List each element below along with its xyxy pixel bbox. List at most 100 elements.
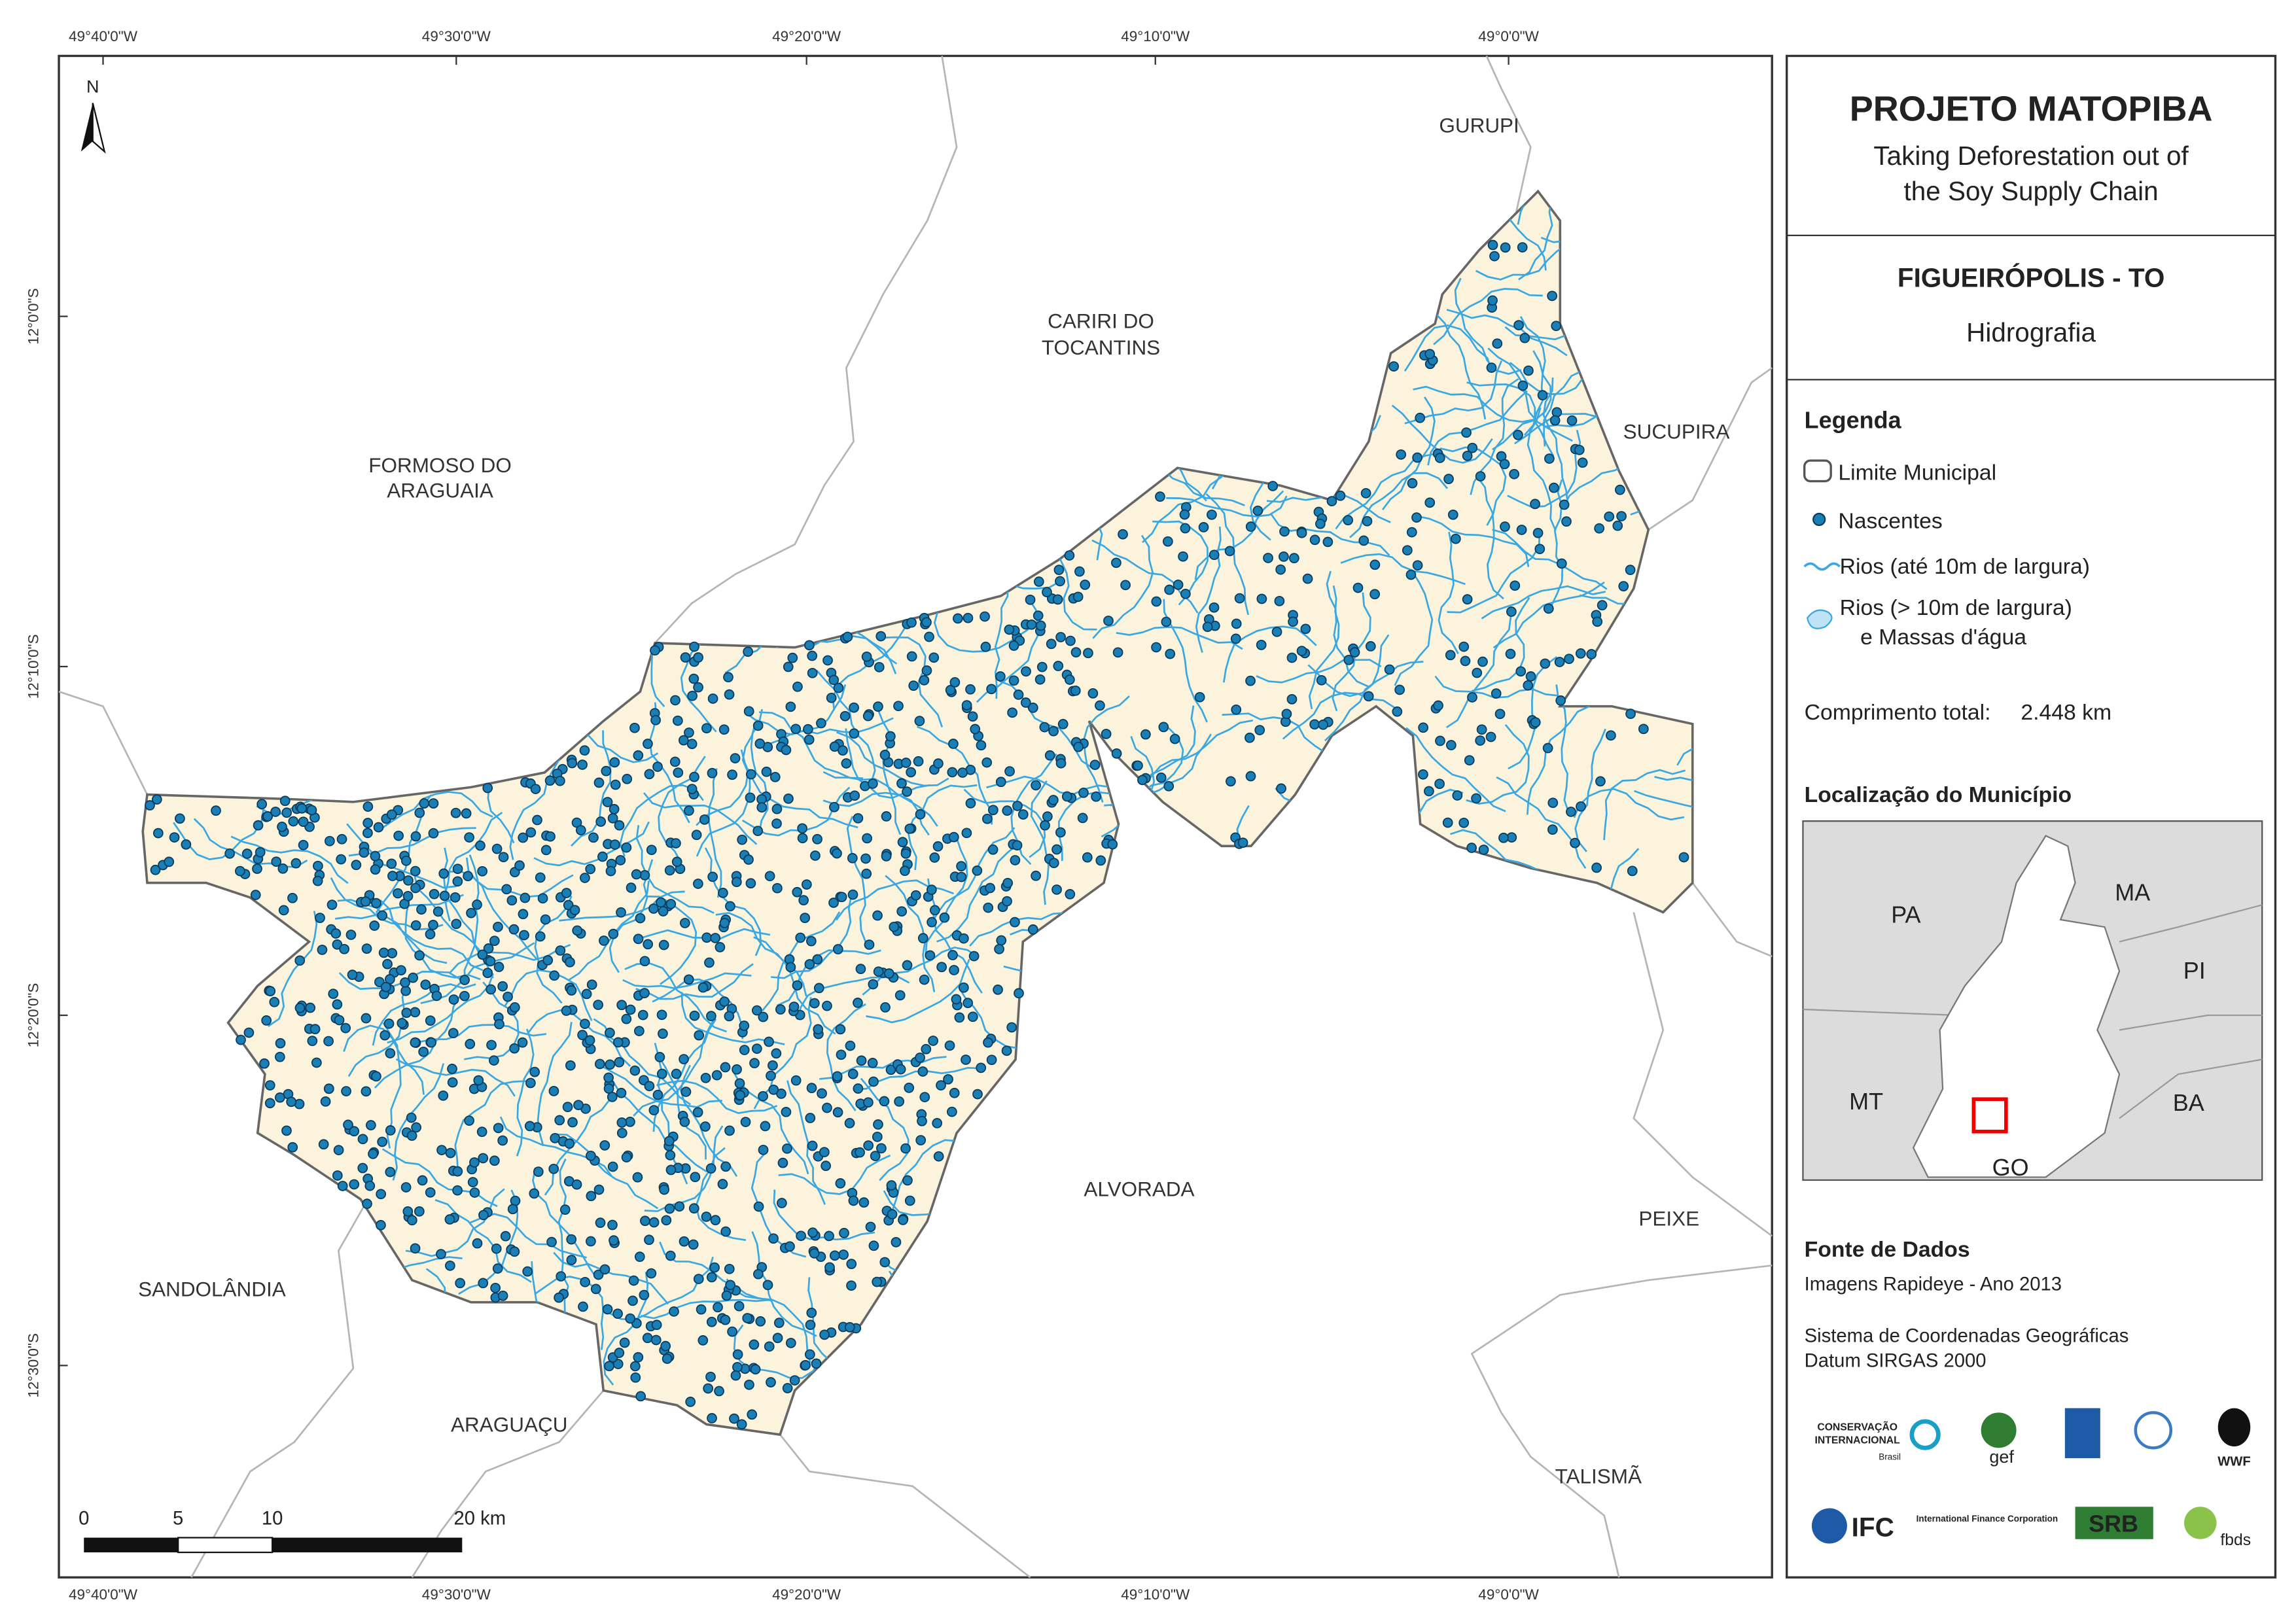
spring	[607, 1091, 618, 1102]
spring	[1576, 801, 1586, 812]
spring	[724, 1011, 735, 1022]
theme: Hidrografia	[1966, 317, 2096, 347]
spring	[844, 1118, 855, 1128]
spring	[472, 1238, 483, 1249]
spring	[599, 935, 609, 946]
spring	[659, 1184, 670, 1195]
spring	[444, 1214, 455, 1225]
spring	[902, 1175, 913, 1186]
spring	[1407, 478, 1418, 489]
river	[1413, 385, 1536, 423]
spring	[648, 1105, 660, 1115]
spring	[330, 928, 342, 939]
spring	[1309, 719, 1320, 730]
lon-label: 49°30'0"W	[422, 28, 491, 44]
spring	[1055, 758, 1067, 769]
river	[1573, 788, 1685, 821]
spring	[644, 1234, 654, 1246]
spring	[1263, 553, 1273, 563]
spring	[298, 816, 309, 828]
river	[860, 1077, 910, 1181]
river	[963, 788, 1046, 858]
river	[1141, 719, 1254, 787]
spring	[849, 702, 859, 713]
spring	[775, 1004, 786, 1015]
spring	[410, 1007, 421, 1018]
spring	[632, 1172, 643, 1183]
river	[1092, 534, 1154, 639]
spring	[849, 790, 860, 801]
river	[1152, 520, 1209, 606]
spring	[1491, 688, 1502, 699]
spring	[498, 852, 509, 863]
spring	[549, 970, 559, 981]
spring	[1309, 534, 1320, 546]
spring	[586, 1191, 597, 1202]
river	[1256, 659, 1382, 684]
spring	[812, 954, 823, 965]
spring	[578, 1301, 588, 1312]
spring	[609, 757, 620, 768]
spring	[861, 868, 872, 879]
spring	[928, 652, 940, 663]
spring	[853, 998, 863, 1008]
spring	[925, 950, 936, 961]
spring	[744, 1379, 754, 1390]
spring	[987, 805, 998, 816]
spring	[376, 1219, 386, 1230]
spring	[318, 1139, 329, 1150]
spring	[414, 1206, 425, 1217]
river	[1519, 316, 1546, 436]
spring	[1445, 650, 1456, 661]
springs	[145, 239, 1689, 1430]
spring	[932, 1118, 943, 1128]
spring	[567, 758, 578, 769]
spring	[1207, 509, 1217, 520]
spring	[900, 1143, 911, 1154]
spring	[608, 928, 619, 939]
spring	[1103, 616, 1114, 626]
spring	[1547, 290, 1558, 302]
spring	[715, 942, 726, 952]
spring	[1362, 515, 1373, 527]
spring	[705, 1163, 716, 1174]
spring	[605, 865, 616, 877]
spring	[996, 935, 1007, 946]
spring	[926, 884, 937, 896]
spring	[1462, 450, 1473, 461]
spring	[917, 1066, 928, 1077]
spring	[614, 820, 625, 831]
spring	[902, 960, 913, 971]
spring	[508, 924, 520, 935]
spring	[281, 1125, 292, 1136]
spring	[473, 1075, 484, 1086]
spring	[1618, 581, 1629, 592]
spring	[312, 875, 323, 886]
river	[773, 1189, 875, 1241]
spring	[507, 1204, 518, 1215]
spring	[614, 1348, 625, 1358]
spring	[614, 1056, 625, 1068]
spring	[1057, 719, 1069, 729]
spring	[599, 1140, 610, 1151]
spring	[895, 1064, 906, 1075]
spring	[1604, 511, 1615, 522]
spring	[566, 1255, 577, 1265]
spring	[783, 794, 794, 804]
spring	[150, 864, 161, 875]
spring	[1061, 791, 1072, 802]
spring	[235, 865, 245, 877]
spring	[900, 865, 910, 877]
spring	[605, 1059, 616, 1070]
spring	[400, 977, 410, 988]
spring	[401, 1007, 412, 1019]
spring	[509, 1246, 520, 1257]
spring	[876, 1143, 887, 1154]
spring	[771, 803, 783, 814]
spring	[785, 701, 796, 712]
spring	[730, 753, 741, 763]
spring	[689, 1010, 700, 1021]
spring	[1487, 295, 1498, 306]
spring	[1566, 807, 1576, 817]
spring	[1547, 824, 1558, 835]
